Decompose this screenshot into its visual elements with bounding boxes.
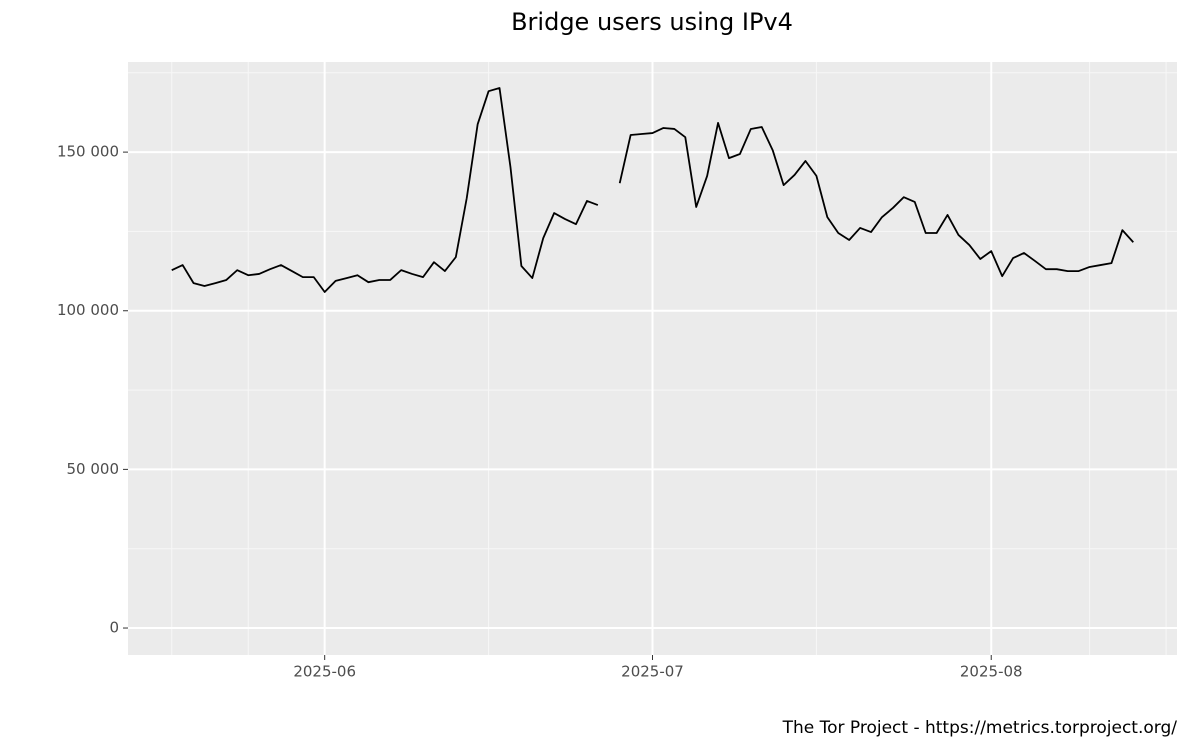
x-tick-label: 2025-07	[621, 663, 684, 681]
y-tick-label: 50 000	[67, 460, 120, 478]
chart-title: Bridge users using IPv4	[511, 8, 793, 36]
y-tick-label: 100 000	[57, 301, 119, 319]
x-tick-label: 2025-08	[960, 663, 1023, 681]
y-tick-label: 0	[109, 619, 119, 637]
x-tick-label: 2025-06	[293, 663, 356, 681]
caption: The Tor Project - https://metrics.torpro…	[782, 718, 1178, 738]
y-tick-label: 150 000	[57, 143, 119, 161]
data-line	[171, 87, 1134, 293]
